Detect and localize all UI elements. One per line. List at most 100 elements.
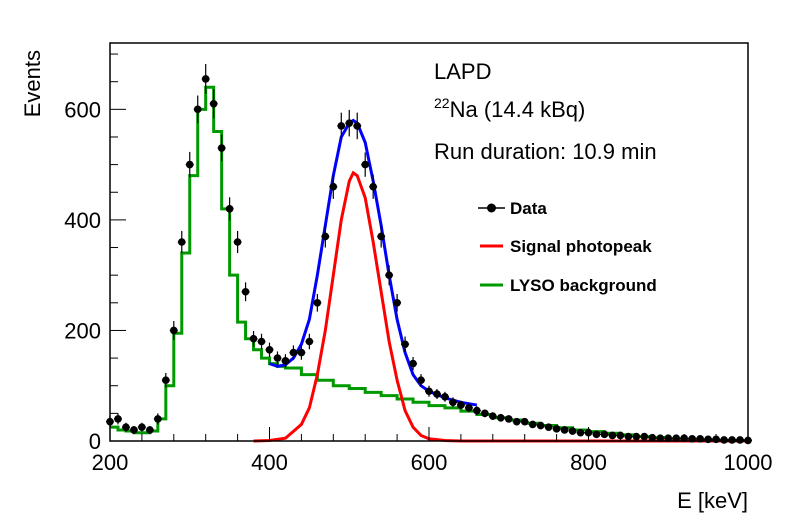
data-point [672,434,681,443]
data-point [456,400,465,410]
y-axis: 0 200 400 600 [64,53,126,454]
data-marker [377,232,385,241]
y-axis-title: Events [20,50,45,117]
y-tick-label: 600 [64,97,101,122]
data-marker [193,105,202,114]
data-point [440,391,449,402]
data-marker [401,340,409,349]
data-marker [481,409,489,418]
data-point [488,412,497,420]
data-point [169,321,178,340]
data-marker [664,434,673,443]
data-marker [624,432,633,441]
data-marker [512,417,521,426]
data-point [145,426,154,434]
data-marker [393,299,401,307]
data-marker [608,431,617,440]
data-point [728,436,737,444]
data-point [632,432,641,441]
data-point [225,197,234,221]
legend: Data Signal photopeak LYSO background [478,199,657,295]
data-marker [441,392,449,401]
data-marker [209,100,218,108]
data-marker [728,436,736,444]
data-point [337,112,346,140]
x-tick-label: 200 [92,450,129,475]
data-point [624,432,633,441]
data-marker [146,426,154,434]
legend-data-marker [487,203,496,213]
data-point [129,426,138,434]
data-point [448,397,457,408]
data-marker [528,420,537,429]
data-marker [162,376,170,384]
data-point [185,151,194,178]
data-marker [321,232,330,241]
data-point [736,436,745,444]
data-point [217,134,226,162]
data-marker [720,436,728,444]
data-point [241,282,250,302]
data-point [536,421,545,430]
data-marker [241,287,250,296]
y-tick-label: 0 [89,429,101,454]
data-marker [409,359,417,368]
data-marker [305,337,314,346]
data-marker [552,425,561,433]
data-marker [496,413,505,422]
data-marker [600,430,609,439]
data-marker [520,417,529,426]
data-point [281,354,290,368]
x-tick-label: 400 [251,450,288,475]
data-point [393,293,402,312]
data-marker [201,75,210,83]
data-marker [265,345,274,354]
data-marker [568,427,577,435]
data-point [113,413,122,425]
data-marker [536,421,545,430]
data-point [640,432,649,441]
annotation-run-duration: Run duration: 10.9 min [434,139,657,164]
data-marker [233,238,242,246]
data-marker [465,404,473,412]
data-marker [170,326,178,335]
data-marker [353,122,362,130]
data-marker [736,436,744,444]
annotation-source: 22Na (14.4 kBq) [434,95,585,122]
legend-entry-background: LYSO background [480,276,657,295]
data-marker [281,357,290,365]
data-marker [592,430,601,439]
data-marker [576,428,585,437]
data-marker [313,299,322,307]
data-marker [640,432,649,441]
data-point [329,174,338,199]
data-marker [560,426,569,434]
data-marker [504,415,513,423]
data-point [409,356,418,371]
data-point [353,112,362,140]
data-marker [177,238,186,246]
data-marker [225,205,234,213]
data-marker [273,354,282,362]
data-point [720,436,729,444]
data-point [193,95,202,124]
data-marker [385,271,393,279]
data-point [664,434,673,443]
data-point [472,406,481,416]
data-marker [289,348,298,357]
data-point [249,330,258,347]
data-point [265,342,274,357]
data-point [417,374,426,387]
series-data [106,64,752,445]
legend-label-background: LYSO background [510,276,657,295]
legend-label-signal: Signal photopeak [510,237,652,256]
data-point [568,427,577,435]
data-point [177,230,186,254]
data-marker [257,337,266,346]
data-point [504,415,513,423]
data-marker [433,390,441,398]
data-marker [656,434,665,443]
plot-content [106,64,752,445]
data-marker [297,348,306,357]
data-point [161,373,170,388]
